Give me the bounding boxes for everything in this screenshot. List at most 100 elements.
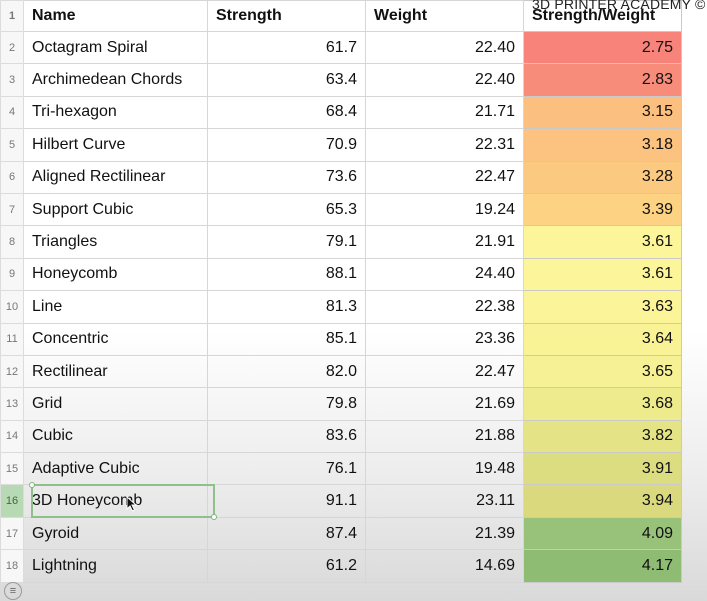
cell-ratio[interactable]: 2.83 — [523, 63, 682, 97]
header-weight[interactable]: Weight — [365, 0, 524, 32]
row-number[interactable]: 15 — [0, 452, 24, 486]
cell-weight[interactable]: 19.48 — [365, 452, 524, 486]
cell-weight[interactable]: 24.40 — [365, 257, 524, 292]
cell-name[interactable]: Rectilinear — [23, 354, 208, 389]
header-strength[interactable]: Strength — [207, 0, 366, 32]
row-number[interactable]: 9 — [0, 257, 24, 292]
table-row: 9 Honeycomb 88.1 24.40 3.61 — [0, 257, 682, 292]
cell-ratio[interactable]: 4.09 — [523, 516, 682, 551]
cell-weight[interactable]: 22.31 — [365, 128, 524, 162]
row-number[interactable]: 3 — [0, 63, 24, 97]
cell-ratio[interactable]: 3.18 — [523, 128, 682, 162]
cell-ratio[interactable]: 3.64 — [523, 322, 682, 356]
cell-ratio[interactable]: 3.91 — [523, 452, 682, 486]
table-row: 4 Tri-hexagon 68.4 21.71 3.15 — [0, 95, 682, 130]
row-number[interactable]: 16 — [0, 484, 24, 518]
cell-strength[interactable]: 70.9 — [207, 128, 366, 162]
cell-name[interactable]: Archimedean Chords — [23, 63, 208, 97]
mouse-cursor-icon — [126, 496, 138, 512]
cell-ratio[interactable]: 3.65 — [523, 354, 682, 389]
header-ratio[interactable]: Strength/Weight — [523, 0, 682, 32]
cell-strength[interactable]: 61.7 — [207, 30, 366, 65]
cell-strength[interactable]: 79.1 — [207, 225, 366, 259]
cell-weight[interactable]: 21.91 — [365, 225, 524, 259]
cell-strength[interactable]: 73.6 — [207, 160, 366, 194]
header-name[interactable]: Name — [23, 0, 208, 32]
cell-name[interactable]: Tri-hexagon — [23, 95, 208, 130]
cell-weight[interactable]: 23.11 — [365, 484, 524, 518]
cell-strength[interactable]: 85.1 — [207, 322, 366, 356]
table-row: 17 Gyroid 87.4 21.39 4.09 — [0, 516, 682, 551]
cell-weight[interactable]: 19.24 — [365, 192, 524, 227]
cell-weight[interactable]: 22.40 — [365, 30, 524, 65]
row-number[interactable]: 4 — [0, 95, 24, 130]
cell-ratio[interactable]: 3.82 — [523, 419, 682, 454]
cell-weight[interactable]: 14.69 — [365, 549, 524, 583]
cell-ratio[interactable]: 3.68 — [523, 387, 682, 421]
row-number[interactable]: 6 — [0, 160, 24, 194]
row-number[interactable]: 5 — [0, 128, 24, 162]
row-number[interactable]: 1 — [0, 0, 24, 32]
row-number[interactable]: 17 — [0, 516, 24, 551]
cell-strength[interactable]: 91.1 — [207, 484, 366, 518]
cell-name[interactable]: Grid — [23, 387, 208, 421]
cell-strength[interactable]: 65.3 — [207, 192, 366, 227]
cell-strength[interactable]: 68.4 — [207, 95, 366, 130]
cell-name[interactable]: Adaptive Cubic — [23, 452, 208, 486]
row-number[interactable]: 13 — [0, 387, 24, 421]
cell-strength[interactable]: 87.4 — [207, 516, 366, 551]
cell-weight[interactable]: 22.38 — [365, 290, 524, 324]
cell-ratio[interactable]: 3.15 — [523, 95, 682, 130]
cell-strength[interactable]: 88.1 — [207, 257, 366, 292]
cell-name[interactable]: Honeycomb — [23, 257, 208, 292]
row-number[interactable]: 2 — [0, 30, 24, 65]
cell-name[interactable]: Octagram Spiral — [23, 30, 208, 65]
cell-name[interactable]: Lightning — [23, 549, 208, 583]
cell-name[interactable]: Gyroid — [23, 516, 208, 551]
cell-ratio[interactable]: 4.17 — [523, 549, 682, 583]
cell-strength[interactable]: 79.8 — [207, 387, 366, 421]
cell-name[interactable]: Aligned Rectilinear — [23, 160, 208, 194]
row-number[interactable]: 8 — [0, 225, 24, 259]
row-number[interactable]: 10 — [0, 290, 24, 324]
cell-weight[interactable]: 21.39 — [365, 516, 524, 551]
cell-weight[interactable]: 22.47 — [365, 160, 524, 194]
cell-ratio[interactable]: 3.63 — [523, 290, 682, 324]
cell-weight[interactable]: 21.69 — [365, 387, 524, 421]
cell-ratio[interactable]: 3.28 — [523, 160, 682, 194]
cell-ratio[interactable]: 2.75 — [523, 30, 682, 65]
cell-name[interactable]: Support Cubic — [23, 192, 208, 227]
cell-strength[interactable]: 63.4 — [207, 63, 366, 97]
cell-ratio[interactable]: 3.61 — [523, 257, 682, 292]
cell-strength[interactable]: 81.3 — [207, 290, 366, 324]
menu-icon[interactable]: ≡ — [4, 582, 22, 600]
cell-ratio[interactable]: 3.94 — [523, 484, 682, 518]
cell-ratio[interactable]: 3.39 — [523, 192, 682, 227]
cell-ratio[interactable]: 3.61 — [523, 225, 682, 259]
row-number[interactable]: 11 — [0, 322, 24, 356]
row-number[interactable]: 14 — [0, 419, 24, 454]
cell-name[interactable]: Cubic — [23, 419, 208, 454]
row-number[interactable]: 12 — [0, 354, 24, 389]
cell-weight[interactable]: 23.36 — [365, 322, 524, 356]
cell-strength[interactable]: 82.0 — [207, 354, 366, 389]
cell-weight[interactable]: 22.40 — [365, 63, 524, 97]
cell-weight[interactable]: 22.47 — [365, 354, 524, 389]
cell-strength[interactable]: 61.2 — [207, 549, 366, 583]
row-number[interactable]: 18 — [0, 549, 24, 583]
selection-handle-top-left[interactable] — [29, 482, 35, 488]
cell-weight[interactable]: 21.71 — [365, 95, 524, 130]
bottom-bar: ≡ — [0, 580, 707, 601]
row-number[interactable]: 7 — [0, 192, 24, 227]
cell-strength[interactable]: 76.1 — [207, 452, 366, 486]
spreadsheet: 1 Name Strength Weight Strength/Weight 2… — [0, 0, 682, 583]
cell-name[interactable]: Triangles — [23, 225, 208, 259]
header-row: 1 Name Strength Weight Strength/Weight — [0, 0, 682, 32]
cell-weight[interactable]: 21.88 — [365, 419, 524, 454]
cell-name[interactable]: Line — [23, 290, 208, 324]
cell-name[interactable]: Concentric — [23, 322, 208, 356]
selection-handle-bottom-right[interactable] — [211, 514, 217, 520]
cell-selection[interactable] — [29, 482, 217, 520]
cell-name[interactable]: Hilbert Curve — [23, 128, 208, 162]
cell-strength[interactable]: 83.6 — [207, 419, 366, 454]
